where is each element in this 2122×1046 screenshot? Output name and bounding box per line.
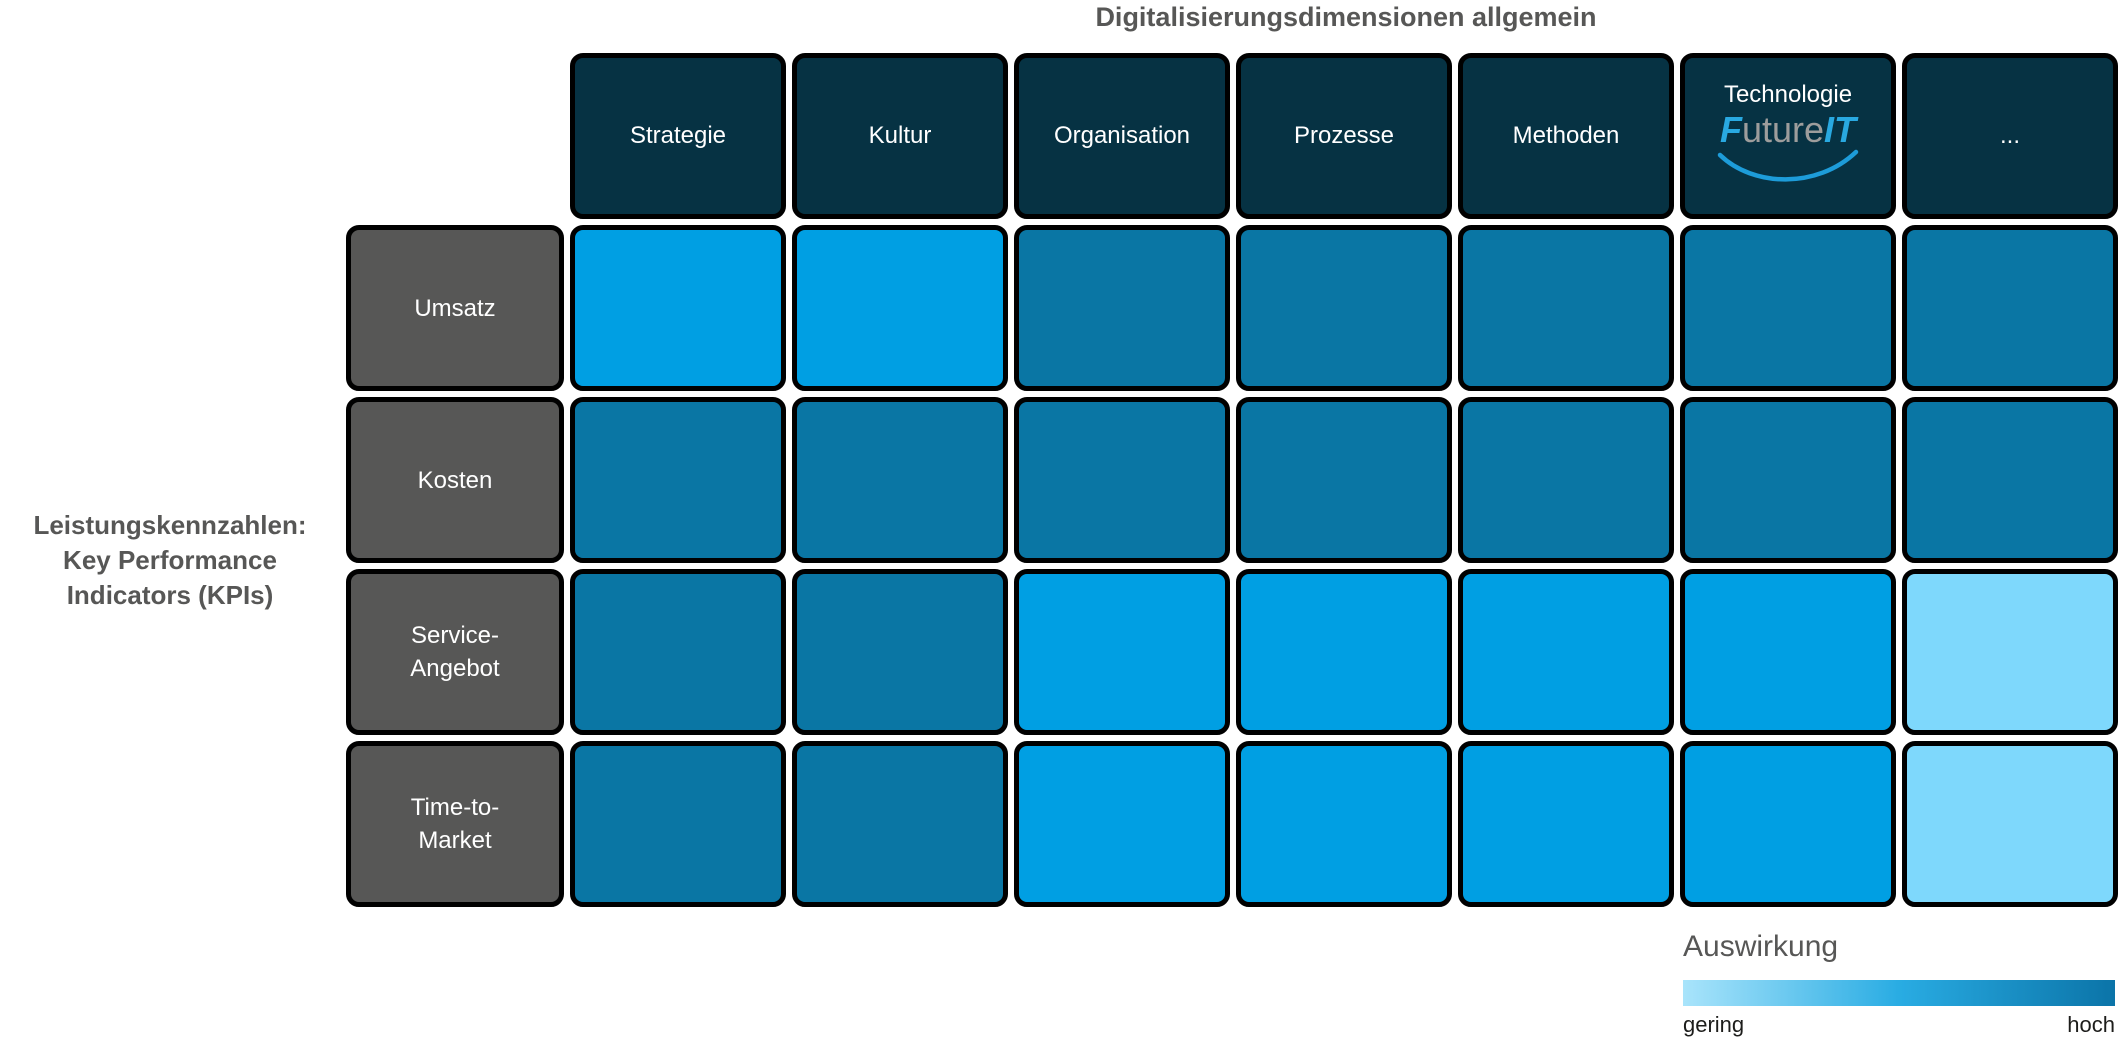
- matrix-cell: [570, 741, 786, 907]
- matrix-cell: [1902, 397, 2118, 563]
- matrix-cell: [1458, 741, 1674, 907]
- column-header-label: Methoden: [1512, 122, 1620, 149]
- kpi-axis-label: Leistungskennzahlen: Key Performance Ind…: [0, 508, 340, 613]
- legend-title: Auswirkung: [1683, 930, 1839, 963]
- logo-swoosh-icon: [1717, 149, 1859, 182]
- column-header-label: Technologie: [1723, 81, 1853, 108]
- logo-text-uture: uture: [1741, 109, 1825, 150]
- matrix-cell: [792, 397, 1008, 563]
- matrix-cell: [1680, 397, 1896, 563]
- chart-title: Digitalisierungsdimensionen allgemein: [1095, 2, 1597, 32]
- legend-min-label: gering: [1683, 1012, 1745, 1037]
- futureit-logo: FutureIT: [1720, 111, 1856, 149]
- column-header-prozesse: Prozesse: [1236, 53, 1452, 219]
- matrix-cell: [1014, 741, 1230, 907]
- matrix-cell: [1680, 741, 1896, 907]
- matrix-cell: [1014, 225, 1230, 391]
- column-header-label: Organisation: [1053, 122, 1191, 149]
- matrix-grid: Strategie Kultur Organisation Prozesse Metho…: [346, 53, 2118, 907]
- kpi-axis-label-line3: Indicators (KPIs): [66, 580, 274, 610]
- matrix-cell: [1458, 569, 1674, 735]
- matrix-cell: [1236, 397, 1452, 563]
- row-label-line: Service-: [410, 622, 500, 649]
- matrix-cell: [1458, 397, 1674, 563]
- logo-letter-f: F: [1719, 109, 1742, 150]
- row-label-serviceangebot: Service- Angebot: [346, 569, 564, 735]
- matrix-corner-spacer: [346, 53, 564, 219]
- kpi-axis-label-line2: Key Performance: [63, 545, 277, 575]
- row-label-line: Umsatz: [414, 294, 496, 322]
- matrix-cell: [1014, 397, 1230, 563]
- row-label-kosten: Kosten: [346, 397, 564, 563]
- column-header-label: Prozesse: [1293, 122, 1395, 149]
- column-header-more: ...: [1902, 53, 2118, 219]
- matrix-cell: [1902, 569, 2118, 735]
- row-label-line: Angebot: [410, 655, 500, 682]
- kpi-axis-label-line1: Leistungskennzahlen:: [33, 510, 307, 540]
- column-header-label: ...: [1999, 122, 2020, 149]
- row-label-timetomarket: Time-to- Market: [346, 741, 564, 907]
- matrix-cell: [1014, 569, 1230, 735]
- row-label-umsatz: Umsatz: [346, 225, 564, 391]
- logo-text-it: IT: [1824, 109, 1857, 150]
- matrix-cell: [1236, 741, 1452, 907]
- matrix-cell: [1902, 741, 2118, 907]
- legend-max-label: hoch: [2067, 1012, 2115, 1037]
- legend-gradient-bar: [1683, 980, 2115, 1006]
- matrix-cell: [792, 225, 1008, 391]
- row-label-line: Time-to-: [410, 794, 500, 821]
- column-header-kultur: Kultur: [792, 53, 1008, 219]
- matrix-cell: [570, 225, 786, 391]
- matrix-cell: [1236, 569, 1452, 735]
- matrix-cell: [1902, 225, 2118, 391]
- matrix-cell: [570, 397, 786, 563]
- column-header-strategie: Strategie: [570, 53, 786, 219]
- row-label-line: Market: [418, 827, 492, 854]
- impact-legend: Auswirkung gering hoch: [1683, 930, 2115, 1038]
- column-header-organisation: Organisation: [1014, 53, 1230, 219]
- column-header-label: Kultur: [868, 122, 932, 149]
- matrix-cell: [1458, 225, 1674, 391]
- matrix-cell: [792, 569, 1008, 735]
- matrix-cell: [1680, 569, 1896, 735]
- matrix-cell: [570, 569, 786, 735]
- legend-labels: gering hoch: [1683, 1012, 2115, 1038]
- matrix-cell: [792, 741, 1008, 907]
- row-label-line: Kosten: [417, 466, 493, 494]
- matrix-cell: [1680, 225, 1896, 391]
- column-header-technologie: Technologie FutureIT: [1680, 53, 1896, 219]
- column-header-label: Strategie: [629, 122, 727, 149]
- column-header-methoden: Methoden: [1458, 53, 1674, 219]
- matrix-cell: [1236, 225, 1452, 391]
